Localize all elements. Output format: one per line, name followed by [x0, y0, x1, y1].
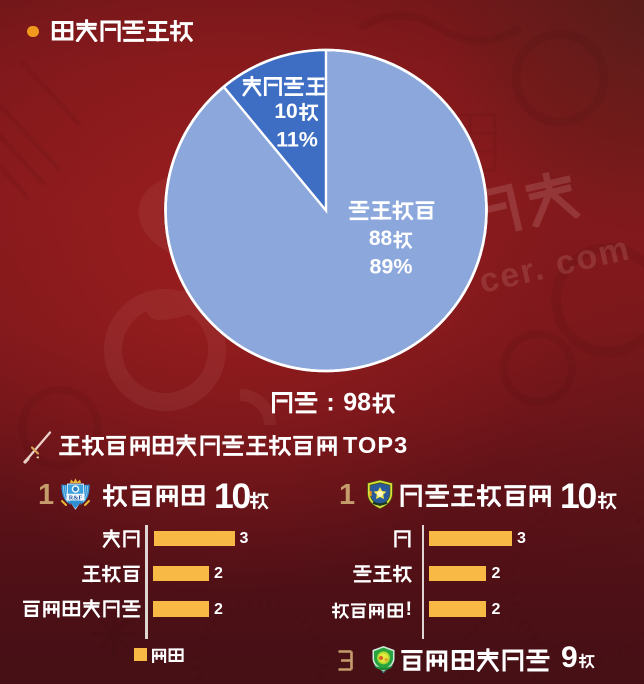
svg-text:R&F: R&F	[69, 494, 83, 501]
